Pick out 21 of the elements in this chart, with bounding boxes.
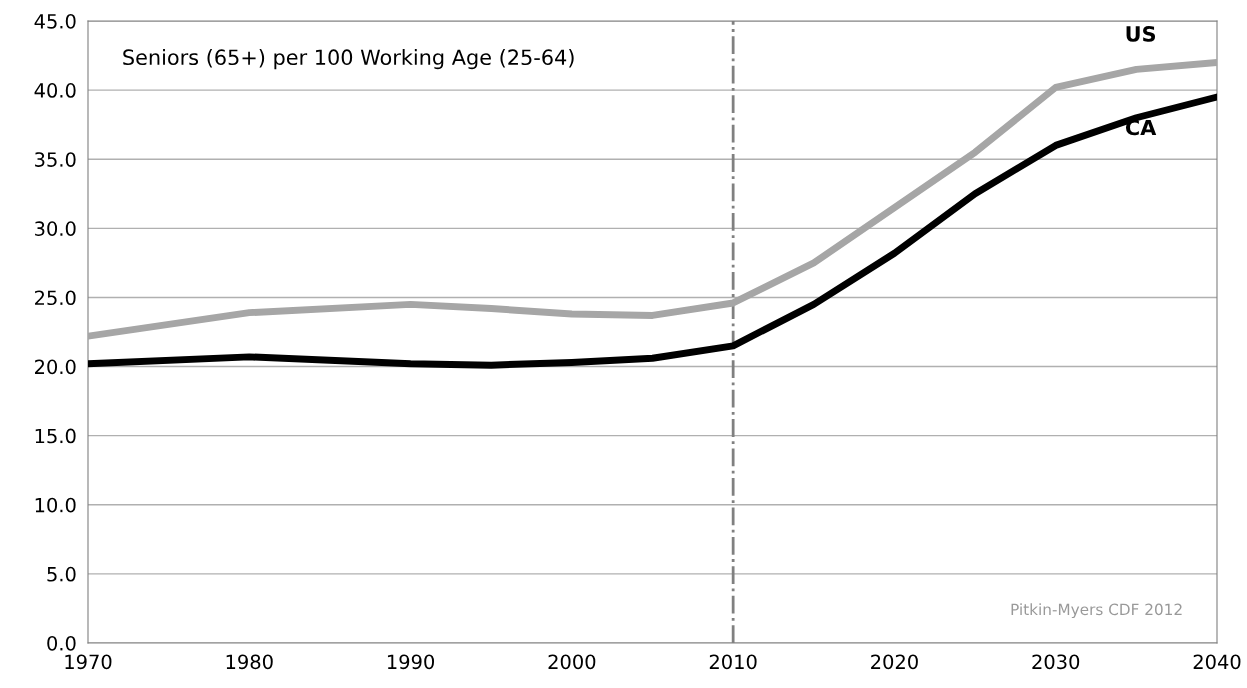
text: Seniors (65+) per 100 Working Age (25-64) [123, 48, 574, 70]
x-tick-label: 1980 [226, 654, 273, 670]
annotation: Pitkin-Myers CDF 2012 [1011, 603, 1182, 619]
y-tick-label: 35.0 [35, 152, 76, 167]
y-tick-label: 10.0 [35, 497, 76, 513]
y-tick-label: 5.0 [47, 566, 76, 582]
x-tick-label: 1990 [387, 654, 435, 670]
x-tick-label: 2000 [548, 654, 596, 670]
y-tick-label: 20.0 [35, 359, 76, 375]
x-tick-label: 2010 [709, 654, 757, 670]
x-tick-label: 2020 [871, 654, 918, 670]
x-tick-label: 2040 [1193, 654, 1241, 670]
x-tick-label: 2030 [1032, 654, 1080, 670]
y-tick-label: 40.0 [34, 83, 76, 98]
y-tick-label: 15.0 [35, 428, 76, 444]
y-tick-label: 45.0 [34, 13, 76, 29]
y-tick-label: 25.0 [35, 290, 76, 306]
x-tick-label: 1970 [65, 654, 112, 670]
y-tick-label: 30.0 [35, 221, 76, 236]
series-label: US [1126, 26, 1156, 42]
y-tick-label: 0.0 [47, 635, 76, 651]
